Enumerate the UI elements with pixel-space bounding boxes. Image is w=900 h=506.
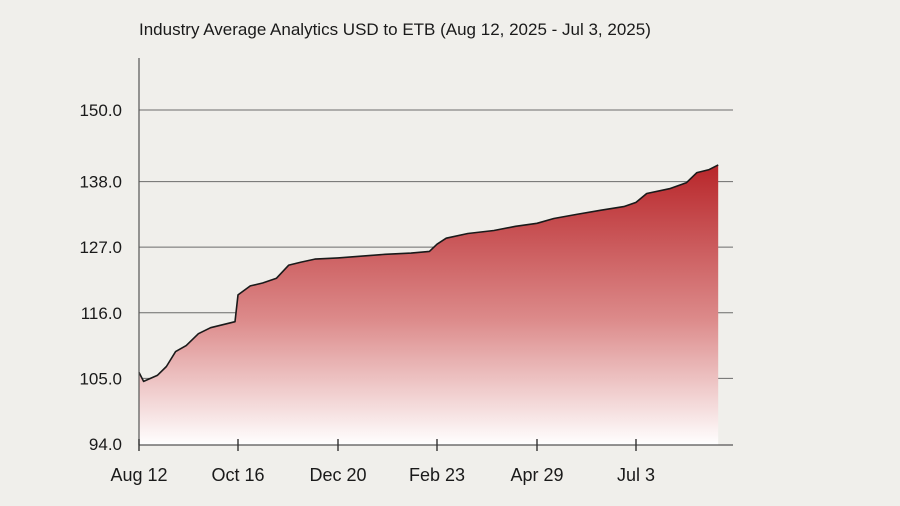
- y-tick-label: 94.0: [89, 435, 122, 454]
- y-tick-label: 116.0: [81, 304, 122, 323]
- series-area: [139, 164, 719, 445]
- x-tick-label: Oct 16: [211, 465, 264, 485]
- x-tick-label: Feb 23: [409, 465, 465, 485]
- x-tick-label: Aug 12: [110, 465, 167, 485]
- y-tick-label: 150.0: [79, 101, 122, 120]
- series-line: [138, 164, 719, 383]
- y-tick-label: 138.0: [79, 173, 122, 192]
- y-tick-label: 127.0: [79, 238, 122, 257]
- chart-title: Industry Average Analytics USD to ETB (A…: [139, 20, 651, 39]
- x-tick-label: Jul 3: [617, 465, 655, 485]
- y-tick-label: 105.0: [79, 369, 122, 388]
- x-tick-label: Dec 20: [309, 465, 366, 485]
- x-tick-label: Apr 29: [510, 465, 563, 485]
